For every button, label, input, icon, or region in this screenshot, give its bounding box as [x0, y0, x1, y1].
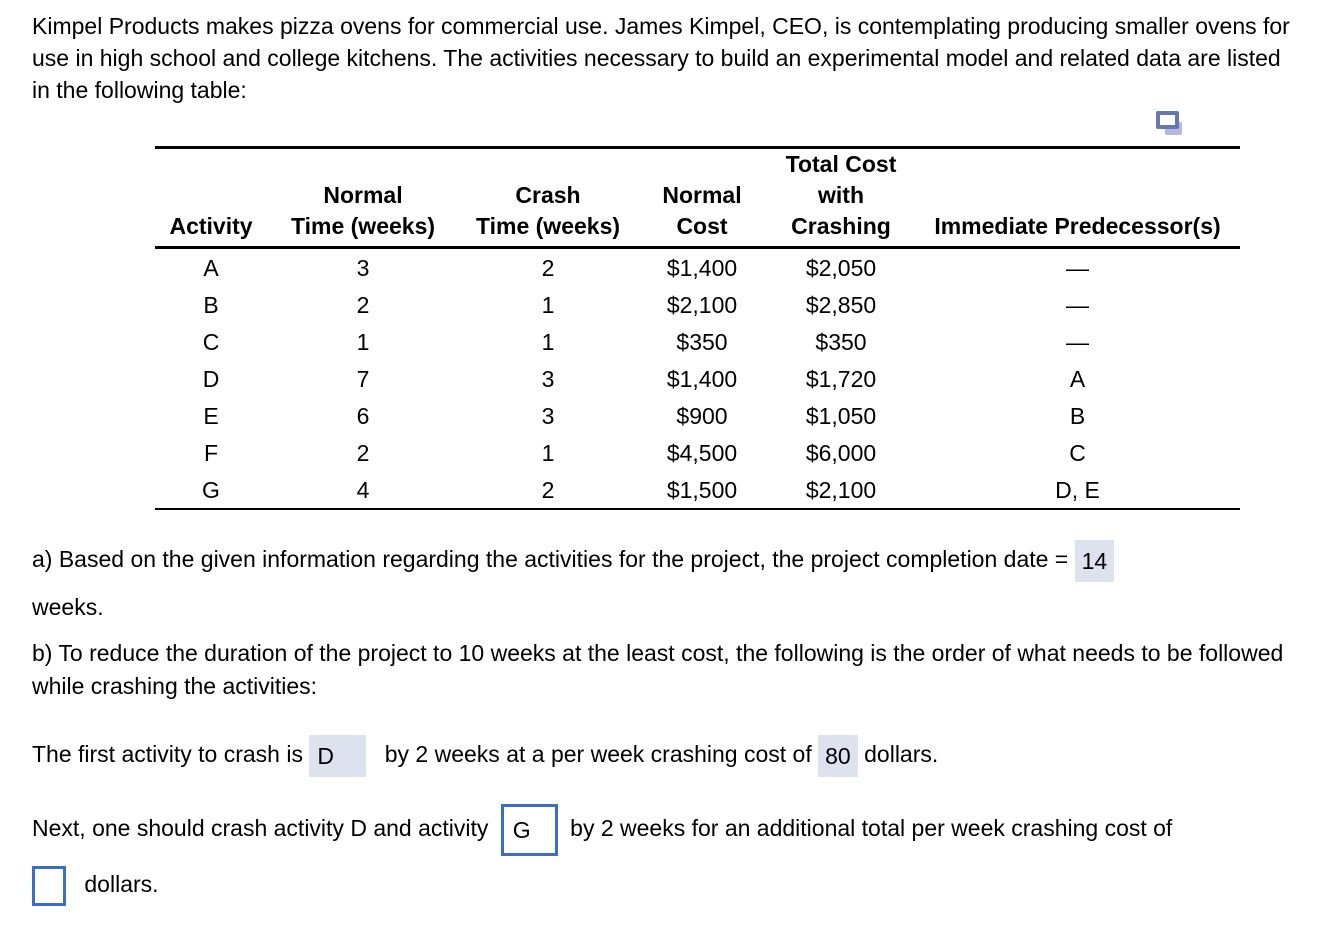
col-header-normal-time: Normal Time (weeks) [267, 147, 459, 249]
second-crash-line1: Next, one should crash activity D and ac… [32, 800, 1314, 856]
first-crash-text-middle: by 2 weeks at a per week crashing cost o… [384, 741, 812, 767]
cell-activity: D [202, 365, 220, 392]
cell-normal-time: 3 [356, 254, 370, 281]
second-crash-sentence: Next, one should crash activity D and ac… [32, 800, 1314, 909]
cell-normal-time: 2 [356, 291, 370, 318]
activity-table: Activity Normal Time (weeks) Crash Time … [155, 146, 1240, 510]
cell-predecessors: C [1069, 439, 1086, 466]
first-crash-activity-answer-field[interactable]: D [309, 734, 367, 777]
problem-statement: Kimpel Products makes pizza ovens for co… [32, 13, 1290, 103]
completion-date-answer-field[interactable]: 14 [1074, 540, 1115, 582]
cell-predecessors: B [1069, 402, 1086, 429]
table-row: B 2 1 $2,100 $2,850 — [155, 286, 1240, 323]
cell-predecessors: — [1066, 254, 1089, 281]
part-a-line: a) Based on the given information regard… [32, 540, 1314, 582]
cell-crash-time: 1 [541, 439, 555, 466]
second-crash-text-before: Next, one should crash activity D and ac… [32, 815, 489, 841]
part-a-section: a) Based on the given information regard… [32, 540, 1314, 623]
cell-normal-time: 2 [356, 439, 370, 466]
cell-total-cost: $1,050 [805, 402, 877, 429]
col-header-crash-time: Crash Time (weeks) [459, 147, 637, 249]
cell-total-cost: $6,000 [805, 439, 877, 466]
cell-predecessors: — [1066, 291, 1089, 318]
cell-activity: G [155, 471, 267, 510]
table-row: D 7 3 $1,400 $1,720 A [155, 360, 1240, 397]
first-crash-cost-answer-field[interactable]: 80 [818, 734, 858, 777]
table-header-row: Activity Normal Time (weeks) Crash Time … [155, 147, 1240, 249]
cell-normal-cost: $1,400 [666, 254, 738, 281]
table-row: A 3 2 $1,400 $2,050 — [155, 248, 1240, 287]
cell-activity: C [202, 328, 220, 355]
cell-crash-time: 2 [541, 254, 555, 281]
second-crash-line2: dollars. [32, 859, 1314, 909]
cell-normal-time: 1 [356, 328, 370, 355]
cell-crash-time: 2 [459, 471, 637, 510]
table-row: E 6 3 $900 $1,050 B [155, 397, 1240, 434]
table-row: G 4 2 $1,500 $2,100 D, E [155, 471, 1240, 510]
cell-normal-cost: $1,400 [666, 365, 738, 392]
cell-activity: A [203, 254, 219, 281]
first-crash-text-before: The first activity to crash is [32, 741, 303, 767]
cell-normal-time: 4 [267, 471, 459, 510]
copy-icon[interactable] [1156, 111, 1185, 139]
col-header-activity: Activity [155, 147, 267, 249]
table-row: F 2 1 $4,500 $6,000 C [155, 434, 1240, 471]
cell-predecessors: A [1069, 365, 1086, 392]
second-crash-text-after: by 2 weeks for an additional total per w… [570, 815, 1173, 841]
cell-total-cost: $2,050 [805, 254, 877, 281]
cell-activity: B [203, 291, 219, 318]
table-row: C 1 1 $350 $350 — [155, 323, 1240, 360]
cell-normal-cost: $1,500 [637, 471, 767, 510]
first-crash-sentence: The first activity to crash is D by 2 we… [32, 733, 1314, 777]
cell-normal-cost: $900 [676, 402, 728, 429]
cell-normal-cost: $350 [676, 328, 728, 355]
cell-activity: E [203, 402, 219, 429]
cell-crash-time: 3 [541, 402, 555, 429]
cell-predecessors: — [1066, 328, 1089, 355]
cell-normal-cost: $2,100 [666, 291, 738, 318]
part-b-intro: b) To reduce the duration of the project… [32, 640, 1284, 699]
part-a-text: a) Based on the given information regard… [32, 546, 1069, 573]
cell-normal-time: 6 [356, 402, 370, 429]
cell-normal-time: 7 [356, 365, 370, 392]
second-crash-activity-input[interactable]: G [500, 803, 558, 856]
cell-total-cost: $2,850 [805, 291, 877, 318]
cell-predecessors: D, E [915, 471, 1240, 510]
cell-crash-time: 3 [541, 365, 555, 392]
cell-normal-cost: $4,500 [666, 439, 738, 466]
cell-total-cost: $2,100 [767, 471, 915, 510]
col-header-total-cost-crashing: Total Cost with Crashing [767, 147, 915, 249]
second-crash-units: dollars. [84, 871, 159, 897]
col-header-normal-cost: Normal Cost [637, 147, 767, 249]
col-header-predecessors: Immediate Predecessor(s) [915, 147, 1240, 249]
cell-total-cost: $1,720 [805, 365, 877, 392]
cell-crash-time: 1 [541, 291, 555, 318]
part-a-units: weeks. [32, 594, 104, 620]
cell-crash-time: 1 [541, 328, 555, 355]
cell-activity: F [203, 439, 219, 466]
first-crash-text-after: dollars. [864, 741, 939, 767]
cell-total-cost: $350 [815, 328, 867, 355]
second-crash-cost-input[interactable] [32, 865, 66, 906]
copy-icon-front-rect [1156, 111, 1179, 129]
